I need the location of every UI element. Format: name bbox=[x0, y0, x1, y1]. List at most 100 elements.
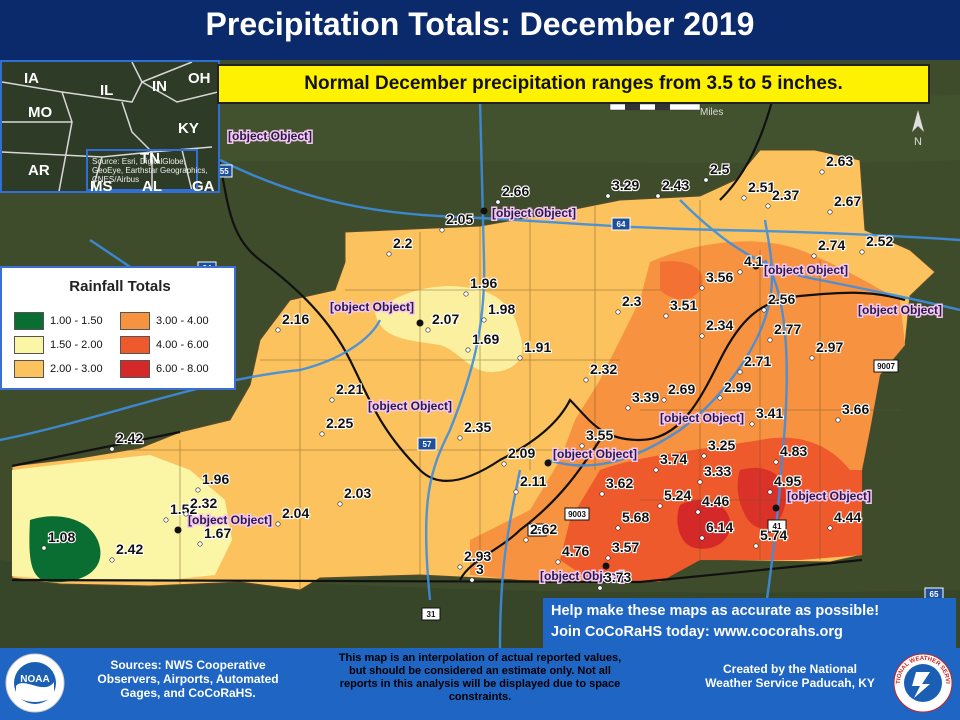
precip-point-dot bbox=[695, 509, 701, 515]
legend-item: 3.00 - 4.00 bbox=[120, 312, 209, 330]
precip-point-label: 1.52 bbox=[170, 501, 197, 517]
precip-point-dot bbox=[517, 355, 523, 361]
precip-point-label: 2.62 bbox=[530, 521, 557, 537]
precip-point-dot bbox=[425, 327, 431, 333]
inset-state-ar: AR bbox=[28, 162, 50, 179]
precip-point-dot bbox=[439, 227, 445, 233]
precip-point-dot bbox=[555, 559, 561, 565]
precip-point-label: 2.03 bbox=[344, 485, 371, 501]
precip-point-dot bbox=[661, 397, 667, 403]
legend-swatch bbox=[120, 336, 150, 354]
inset-state-mo: MO bbox=[28, 104, 53, 121]
city-dot bbox=[602, 562, 610, 570]
legend-label: 2.00 - 3.00 bbox=[50, 362, 103, 375]
precip-point-dot bbox=[275, 521, 281, 527]
inset-state-lines bbox=[2, 62, 218, 191]
precip-point-label: 4.76 bbox=[562, 543, 589, 559]
city-label: [object Object] bbox=[553, 447, 637, 461]
precip-point-label: 4.1 bbox=[744, 253, 764, 269]
nws-logo: NATIONAL WEATHER SERVICE bbox=[892, 652, 953, 713]
precip-point-label: 2.09 bbox=[508, 445, 535, 461]
precip-point-label: 2.32 bbox=[190, 495, 217, 511]
city-dot bbox=[174, 526, 182, 534]
inset-state-ia: IA bbox=[24, 70, 39, 87]
precip-point-label: 3.74 bbox=[660, 451, 687, 467]
cocorahs-banner: Help make these maps as accurate as poss… bbox=[543, 598, 956, 648]
city-label: [object Object] bbox=[228, 129, 312, 143]
precip-point-label: 6.14 bbox=[706, 519, 733, 535]
precip-point-label: 3.51 bbox=[670, 297, 697, 313]
precip-points: 2.63 2.5 3.29 2.43 2.512.37 2.67 2.66 2.05 2.74 2… bbox=[41, 152, 895, 591]
precip-point-label: 1.98 bbox=[488, 301, 515, 317]
road-9007-label: 9007 bbox=[877, 362, 895, 371]
city-dot bbox=[772, 504, 780, 512]
city-label: [object Object] bbox=[858, 303, 942, 317]
road-41-label: 41 bbox=[773, 522, 782, 531]
road-64-label: 64 bbox=[617, 220, 626, 229]
inset-state-ga: GA bbox=[192, 178, 215, 193]
precip-point-label: 2.34 bbox=[706, 317, 733, 333]
precip-point-dot bbox=[513, 489, 519, 495]
road-shield-45: 45 bbox=[527, 523, 547, 537]
precipitation-map: 64 57 24 255 45 9003 41 31 9007 65 Miles… bbox=[0, 60, 960, 648]
legend-label: 4.00 - 6.00 bbox=[156, 338, 209, 351]
precip-point-dot bbox=[197, 541, 203, 547]
precip-point-dot bbox=[657, 503, 663, 509]
precip-point-label: 1.96 bbox=[470, 275, 497, 291]
precip-point-dot bbox=[703, 177, 709, 183]
city-dot bbox=[416, 319, 424, 327]
precip-point-dot bbox=[741, 195, 747, 201]
legend-swatch bbox=[14, 336, 44, 354]
precip-point-label: 5.68 bbox=[622, 509, 649, 525]
precip-point-label: 2.56 bbox=[768, 291, 795, 307]
city-dot bbox=[752, 262, 760, 270]
city-label: [object Object] bbox=[764, 263, 848, 277]
precip-point-dot bbox=[699, 285, 705, 291]
title-bar: Precipitation Totals: December 2019 bbox=[0, 0, 960, 60]
precip-point-dot bbox=[386, 251, 392, 257]
precip-point-label: 2.66 bbox=[502, 183, 529, 199]
precip-point-dot bbox=[605, 555, 611, 561]
precip-point-dot bbox=[835, 417, 841, 423]
precip-point-label: 2.69 bbox=[668, 381, 695, 397]
precip-point-dot bbox=[827, 525, 833, 531]
precip-point-label: 2.37 bbox=[772, 187, 799, 203]
legend-label: 6.00 - 8.00 bbox=[156, 362, 209, 375]
road-45-label: 45 bbox=[533, 526, 542, 535]
precip-point-dot bbox=[457, 564, 463, 570]
precip-point-label: 2.97 bbox=[816, 339, 843, 355]
precip-point-dot bbox=[501, 461, 507, 467]
precip-point-label: 2.42 bbox=[116, 541, 143, 557]
precip-point-dot bbox=[457, 435, 463, 441]
precip-point-label: 3.73 bbox=[604, 569, 631, 585]
legend-label: 3.00 - 4.00 bbox=[156, 314, 209, 327]
inset-state-tn: TN bbox=[140, 150, 160, 167]
inset-credit: Source: Esri, DigitalGlobe, GeoEye, Eart… bbox=[92, 157, 208, 184]
precip-point-dot bbox=[163, 517, 169, 523]
precip-point-dot bbox=[655, 193, 661, 199]
precip-point-label: 2.11 bbox=[520, 473, 547, 489]
inset-state-in: IN bbox=[152, 78, 167, 95]
precip-point-label: 4.44 bbox=[834, 509, 861, 525]
precip-point-dot bbox=[337, 501, 343, 507]
legend-swatch bbox=[14, 360, 44, 378]
precip-point-dot bbox=[109, 446, 115, 452]
city-label: [object Object] bbox=[188, 513, 272, 527]
road-shield-64: 64 bbox=[611, 217, 631, 231]
city-label: [object Object] bbox=[540, 569, 624, 583]
precip-point-label: 2.43 bbox=[662, 177, 689, 193]
inset-state-al: AL bbox=[142, 178, 162, 193]
precip-point-label: 2.04 bbox=[282, 505, 309, 521]
precip-point-dot bbox=[717, 395, 723, 401]
inset-state-oh: OH bbox=[188, 70, 211, 87]
precip-point-dot bbox=[749, 421, 755, 427]
precip-point-label: 2.3 bbox=[622, 293, 642, 309]
legend-title: Rainfall Totals bbox=[69, 278, 171, 295]
precip-point-label: 4.83 bbox=[780, 443, 807, 459]
page-title: Precipitation Totals: December 2019 bbox=[205, 6, 755, 42]
precip-point-label: 2.5 bbox=[710, 161, 730, 177]
road-shield-9007: 9007 bbox=[873, 359, 899, 373]
precip-point-label: 2.2 bbox=[393, 235, 413, 251]
road-shield-9003: 9003 bbox=[564, 507, 590, 521]
cocorahs-line2: Join CoCoRaHS today: www.cocorahs.org bbox=[551, 624, 843, 640]
